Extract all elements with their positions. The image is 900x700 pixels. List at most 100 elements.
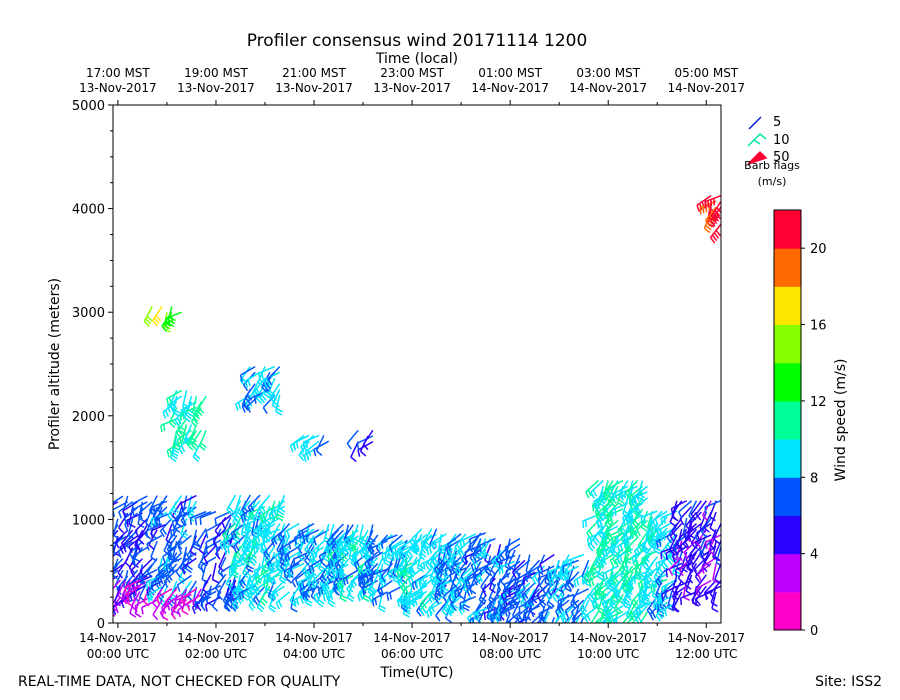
wind-barb-feather <box>640 581 645 589</box>
wind-barb-feather <box>224 547 228 555</box>
wind-barb-feather <box>322 594 326 602</box>
wind-barb-feather <box>611 557 617 565</box>
wind-barb-feather <box>712 579 720 584</box>
wind-barb-feather <box>628 513 634 521</box>
wind-barb-feather <box>435 615 441 622</box>
wind-barb-feather <box>180 533 188 539</box>
wind-barb-feather <box>559 631 563 636</box>
wind-barb-feather <box>656 530 660 538</box>
wind-barb-feather <box>199 445 206 451</box>
wind-barb-feather <box>562 614 568 622</box>
wind-barb-shaft <box>200 590 217 601</box>
wind-barb-feather <box>630 510 634 518</box>
wind-barb-feather <box>113 573 116 578</box>
wind-barb-feather <box>319 565 327 571</box>
wind-barb-feather <box>449 605 455 613</box>
wind-barb-feather <box>169 564 175 572</box>
wind-barb-feather <box>601 624 604 630</box>
wind-barb-feather <box>611 509 614 517</box>
wind-barb-feather <box>259 515 264 523</box>
wind-barb-feather <box>172 529 176 537</box>
wind-barb-feather <box>125 601 133 607</box>
wind-barb-feather <box>222 534 227 542</box>
wind-barb-feather <box>334 550 341 557</box>
x-tick-label-date: 14-Nov-2017 <box>275 631 353 645</box>
wind-barb-shaft <box>126 585 141 597</box>
wind-barb-feather <box>222 540 228 548</box>
wind-barb-feather <box>216 594 223 601</box>
wind-barb-feather <box>678 569 684 577</box>
wind-barb-feather <box>278 548 283 557</box>
y-tick-label: 3000 <box>72 306 105 321</box>
wind-barb-feather <box>145 530 149 538</box>
wind-barb-shaft <box>211 591 222 607</box>
wind-barb-feather <box>240 515 245 523</box>
wind-barb-feather <box>597 512 603 520</box>
wind-barb-feather <box>122 545 127 553</box>
wind-barb-feather <box>146 595 151 603</box>
wind-barb-feather <box>689 524 694 531</box>
wind-barb-feather <box>654 580 658 588</box>
wind-barb-feather <box>714 555 721 562</box>
wind-barb-feather <box>634 550 639 558</box>
wind-barb-feather <box>214 530 221 537</box>
wind-barb-feather <box>457 590 460 598</box>
wind-barb-feather <box>621 562 625 570</box>
wind-barb-feather <box>431 560 437 568</box>
wind-barb-feather <box>604 531 609 539</box>
wind-barb-shaft <box>505 560 521 572</box>
wind-barb-feather <box>326 576 332 583</box>
wind-barb-feather <box>404 552 408 560</box>
wind-barb-feather <box>548 580 553 588</box>
wind-barb-feather <box>636 529 641 537</box>
wind-barb-feather <box>181 610 189 616</box>
wind-barb-feather <box>186 554 193 562</box>
wind-barb-feather <box>138 512 144 520</box>
wind-barb-feather <box>117 572 124 579</box>
wind-barb-feather <box>575 578 580 586</box>
wind-barb-feather <box>711 234 718 242</box>
wind-barb-feather <box>346 442 352 450</box>
wind-barb-feather <box>541 611 544 620</box>
wind-barb-feather <box>170 316 173 324</box>
wind-barb-feather <box>134 530 140 538</box>
wind-barb-feather <box>421 578 427 586</box>
wind-barb-feather <box>476 611 479 619</box>
wind-barb-feather <box>685 525 691 532</box>
wind-barb-feather <box>419 609 425 616</box>
barb-legend-50: 50 <box>773 150 790 165</box>
wind-barb-feather <box>610 612 614 621</box>
wind-barb-feather <box>595 499 600 507</box>
wind-barb-feather <box>543 624 548 629</box>
wind-barb-feather <box>476 577 481 585</box>
wind-barb-shaft <box>639 611 649 623</box>
wind-barb-feather <box>633 511 640 518</box>
wind-barb-feather <box>684 541 690 549</box>
wind-barb-feather <box>660 552 663 560</box>
wind-barb-feather <box>248 543 253 551</box>
wind-barb-feather <box>709 219 716 227</box>
colorbar-segment <box>774 248 801 287</box>
wind-barb-feather <box>663 516 666 524</box>
x-tick-label-time: 12:00 UTC <box>675 647 737 661</box>
wind-barb-feather <box>450 593 455 602</box>
wind-barb-shaft <box>675 528 688 544</box>
wind-barb-feather <box>243 592 250 599</box>
wind-barb-feather <box>253 529 256 537</box>
wind-barb-feather <box>489 615 494 623</box>
wind-barb-feather <box>200 565 204 573</box>
wind-barb-feather <box>289 445 294 453</box>
wind-barb-feather <box>436 566 442 574</box>
wind-barb-shaft <box>362 429 374 445</box>
wind-barb-shaft <box>182 546 188 564</box>
wind-barb-feather <box>708 549 715 556</box>
wind-barb-shaft <box>524 611 531 623</box>
wind-barb-feather <box>408 568 413 575</box>
wind-barb-feather <box>564 610 569 618</box>
wind-barb-feather <box>594 536 600 544</box>
wind-barb-feather <box>232 515 239 522</box>
wind-barb-feather <box>305 599 313 604</box>
wind-barb-feather <box>539 602 545 609</box>
wind-barb-feather <box>643 556 647 564</box>
wind-barb-feather <box>641 523 649 529</box>
